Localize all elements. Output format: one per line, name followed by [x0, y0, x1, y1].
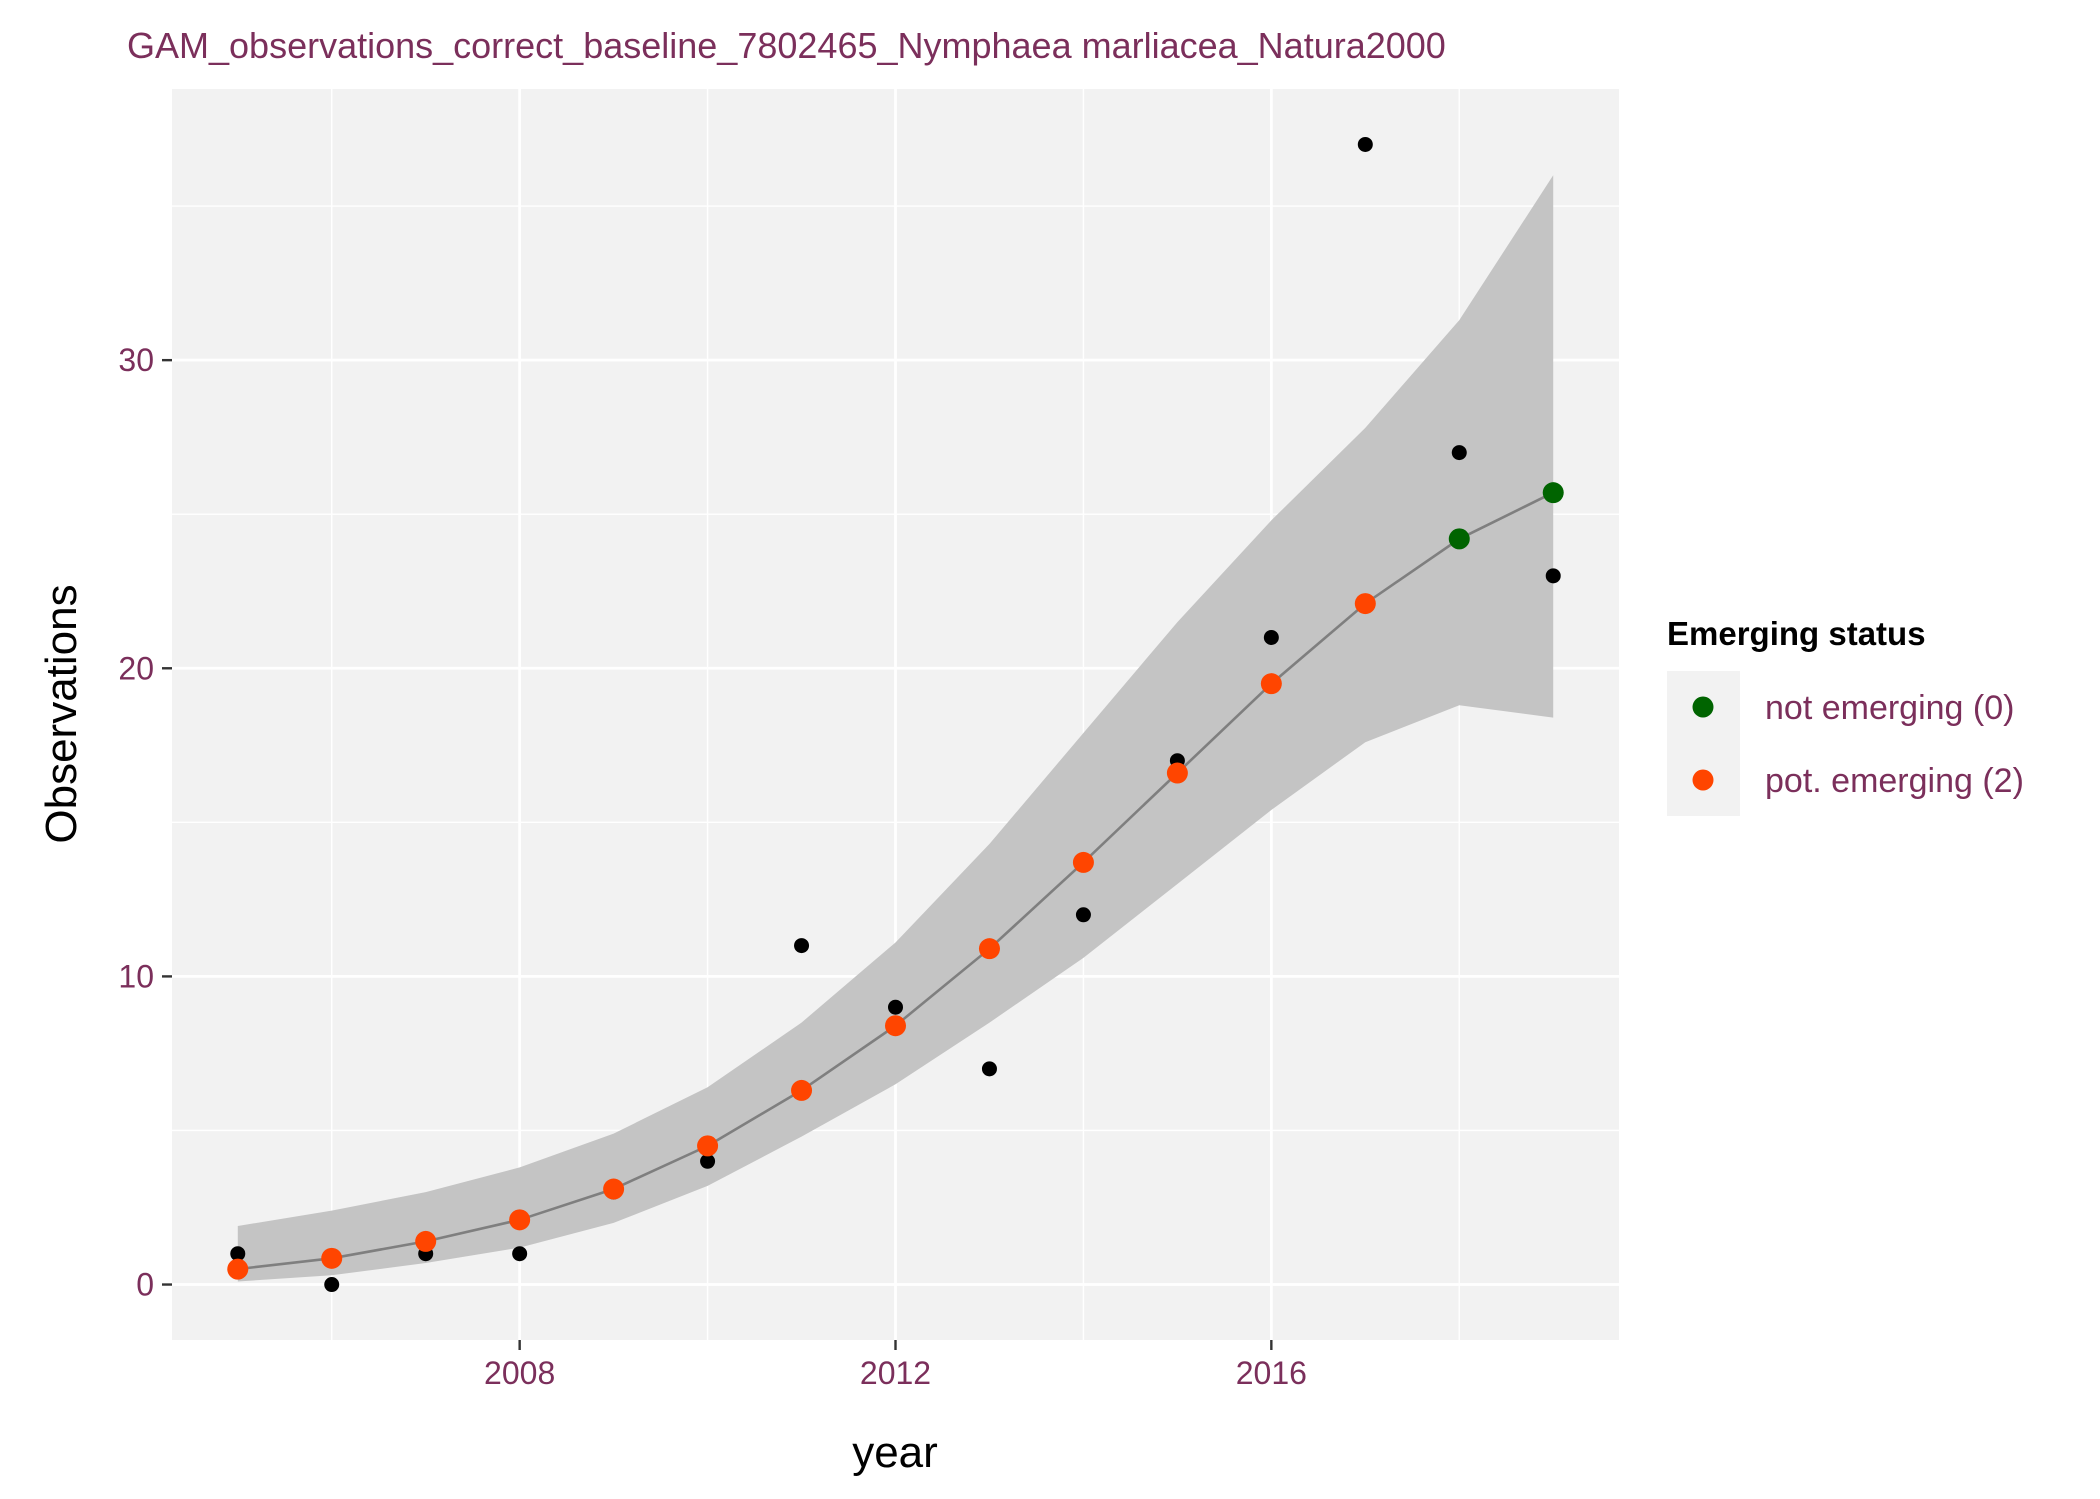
observed-point — [888, 999, 903, 1015]
y-tick-label: 10 — [118, 958, 154, 994]
legend-entries: not emerging (0) pot. emerging (2) — [1692, 689, 2024, 800]
observed-point — [1263, 629, 1279, 645]
fit-point — [791, 1079, 813, 1101]
observed-point — [794, 938, 810, 954]
fit-point — [1166, 762, 1188, 784]
observed-point — [700, 1153, 716, 1169]
legend-label: not emerging (0) — [1765, 689, 2014, 727]
y-axis-title: Observations — [37, 584, 86, 843]
x-tick-label: 2012 — [860, 1355, 931, 1391]
chart-title: GAM_observations_correct_baseline_780246… — [127, 25, 1446, 66]
fit-point — [321, 1247, 343, 1269]
fit-point — [1072, 851, 1094, 873]
fit-point — [1354, 593, 1376, 615]
legend: Emerging status not emerging (0) pot. eme… — [1667, 615, 2024, 816]
x-axis: 2008 2012 2016 — [484, 1340, 1307, 1391]
legend-key — [1692, 696, 1714, 718]
fit-point — [603, 1178, 625, 1200]
legend-key — [1692, 769, 1714, 791]
observed-point — [512, 1246, 528, 1262]
fit-point — [415, 1230, 437, 1252]
observed-point — [1357, 136, 1373, 152]
observed-point — [230, 1246, 246, 1262]
x-tick-label: 2016 — [1236, 1355, 1307, 1391]
fit-point — [978, 938, 1000, 960]
observed-point — [1075, 907, 1091, 923]
y-axis: 0 10 20 30 — [118, 342, 172, 1303]
fit-point — [1542, 482, 1564, 504]
y-tick-label: 0 — [136, 1267, 154, 1303]
observed-point — [1451, 445, 1467, 461]
fit-points — [227, 482, 1564, 1280]
legend-label: pot. emerging (2) — [1765, 762, 2024, 800]
confidence-ribbon — [237, 175, 1554, 1282]
y-tick-label: 30 — [118, 342, 154, 378]
legend-key-background — [1667, 671, 1740, 816]
observed-point — [324, 1277, 340, 1293]
x-axis-title: year — [852, 1428, 938, 1477]
legend-title: Emerging status — [1667, 615, 1926, 652]
y-tick-label: 20 — [118, 650, 154, 686]
observed-point — [981, 1061, 997, 1077]
x-tick-label: 2008 — [484, 1355, 555, 1391]
fit-point — [885, 1015, 906, 1037]
fit-point — [227, 1258, 249, 1280]
fit-point — [509, 1209, 531, 1231]
fit-point — [697, 1135, 719, 1157]
observed-point — [1545, 568, 1561, 584]
fit-point — [1260, 673, 1282, 695]
fit-point — [1448, 528, 1470, 550]
